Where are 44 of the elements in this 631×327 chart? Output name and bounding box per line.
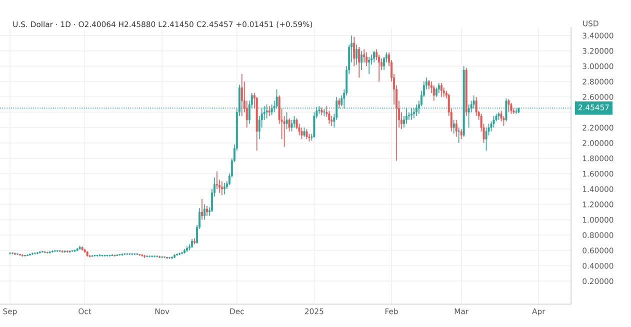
candlestick [201,198,203,220]
candlestick [428,80,430,90]
candlestick [338,98,340,109]
candlestick [300,127,303,140]
candlestick [475,96,478,116]
candlestick [293,116,296,128]
candlestick [432,84,435,102]
candlestick [191,238,193,248]
candlestick [216,170,218,190]
candlestick [455,119,458,138]
candlestick [438,82,440,94]
candlestick [328,110,330,124]
candlestick [353,36,356,67]
candlestick [306,128,308,140]
candlestick [286,112,288,130]
candlestick [290,119,293,132]
candlestick [510,102,512,114]
candlestick [383,56,386,70]
candlestick [220,180,223,196]
candlestick [452,119,455,134]
candlestick [373,50,376,63]
candlestick [492,116,495,128]
candlestick [223,182,226,195]
candlestick [240,73,243,116]
candlestick [458,127,460,144]
candlestick [356,44,358,66]
candlestick [268,106,270,116]
candlestick [442,87,445,98]
candlestick [366,52,368,67]
candlestick [368,56,370,74]
candlestick [408,112,410,120]
candlestick [204,204,206,220]
candlestick [288,118,290,132]
candlestick [508,98,510,113]
candlestick [500,110,502,122]
candlestick [358,46,360,78]
candlestick [360,50,363,70]
candlestick [363,48,366,63]
candlestick [435,87,438,98]
candlestick [460,128,462,140]
candlestick [485,127,488,152]
candlestick [303,127,306,138]
candlestick [440,82,442,98]
candlestick [206,205,208,216]
